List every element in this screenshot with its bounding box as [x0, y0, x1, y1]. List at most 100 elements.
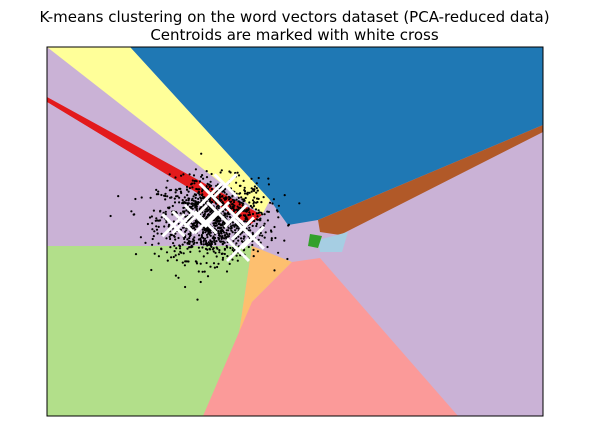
- data-point: [201, 174, 204, 177]
- data-point: [266, 219, 269, 222]
- data-point: [254, 208, 258, 211]
- data-point: [229, 205, 232, 208]
- data-point: [220, 232, 223, 235]
- data-point: [253, 185, 256, 188]
- data-point: [134, 197, 137, 201]
- data-point: [168, 173, 171, 176]
- data-point: [237, 227, 240, 230]
- data-point: [235, 181, 238, 184]
- data-point: [207, 232, 210, 235]
- data-point: [229, 246, 232, 250]
- data-point: [130, 210, 133, 213]
- data-point: [186, 247, 189, 250]
- data-point: [283, 194, 286, 197]
- data-point: [184, 260, 187, 263]
- data-point: [228, 262, 231, 265]
- data-point: [244, 210, 247, 213]
- data-point: [208, 248, 212, 251]
- data-point: [263, 222, 266, 225]
- data-point: [217, 232, 220, 235]
- data-point: [243, 220, 246, 223]
- data-point: [202, 243, 205, 246]
- data-point: [198, 250, 201, 253]
- data-point: [203, 270, 206, 273]
- region-blue: [130, 47, 543, 225]
- data-point: [198, 180, 202, 183]
- data-point: [168, 235, 171, 238]
- data-point: [149, 196, 152, 199]
- data-point: [181, 226, 185, 229]
- data-point: [182, 173, 185, 176]
- data-point: [248, 211, 251, 214]
- data-point: [199, 241, 202, 244]
- data-point: [162, 211, 165, 214]
- data-point: [195, 205, 198, 208]
- data-point: [187, 197, 190, 200]
- data-point: [195, 187, 198, 191]
- data-point: [218, 223, 221, 226]
- data-point: [224, 236, 227, 239]
- data-point: [164, 192, 167, 195]
- data-point: [201, 197, 204, 200]
- data-point: [255, 212, 258, 215]
- data-point: [215, 219, 218, 222]
- plot-frame: [46, 46, 544, 417]
- data-point: [186, 203, 189, 206]
- data-point: [165, 237, 168, 240]
- data-point: [213, 237, 216, 240]
- data-point: [174, 254, 177, 257]
- data-point: [266, 210, 269, 213]
- data-point: [207, 241, 210, 244]
- data-point: [234, 171, 237, 175]
- data-point: [173, 250, 176, 253]
- region-brown: [318, 125, 543, 235]
- chart-title-line-2: Centroids are marked with white cross: [150, 26, 439, 44]
- data-point: [270, 230, 273, 233]
- data-point: [188, 187, 191, 190]
- data-point: [233, 209, 236, 212]
- data-point: [219, 230, 222, 233]
- data-point: [151, 222, 154, 225]
- data-point: [216, 265, 219, 269]
- data-point: [213, 239, 216, 242]
- data-point: [207, 243, 210, 246]
- data-point: [193, 241, 196, 244]
- data-point: [168, 223, 171, 226]
- data-point: [227, 226, 230, 229]
- data-point: [139, 236, 142, 239]
- data-point: [191, 186, 194, 189]
- data-point: [217, 230, 220, 233]
- data-point: [173, 201, 177, 204]
- data-point: [213, 219, 216, 222]
- data-point: [241, 204, 244, 207]
- data-point: [214, 221, 217, 224]
- data-point: [209, 180, 212, 183]
- data-point: [256, 218, 259, 221]
- data-point: [221, 235, 224, 238]
- data-point: [194, 260, 197, 263]
- data-point: [244, 215, 247, 218]
- data-point: [189, 232, 192, 235]
- data-point: [186, 194, 189, 197]
- data-point: [252, 202, 255, 205]
- data-point: [165, 186, 168, 189]
- data-point: [258, 211, 261, 214]
- data-point: [205, 170, 208, 173]
- data-point: [224, 212, 227, 215]
- data-point: [175, 247, 178, 250]
- data-point: [168, 189, 171, 192]
- data-point: [174, 176, 177, 179]
- data-point: [186, 238, 189, 241]
- data-point: [183, 264, 186, 267]
- data-point: [157, 225, 160, 228]
- data-point: [249, 204, 252, 208]
- data-point: [249, 229, 252, 232]
- data-point: [273, 269, 276, 272]
- data-point: [201, 232, 204, 235]
- data-point: [239, 214, 242, 217]
- data-point: [227, 235, 230, 238]
- data-point: [216, 205, 219, 208]
- data-point: [109, 214, 112, 218]
- data-point: [271, 202, 274, 205]
- data-point: [204, 239, 208, 243]
